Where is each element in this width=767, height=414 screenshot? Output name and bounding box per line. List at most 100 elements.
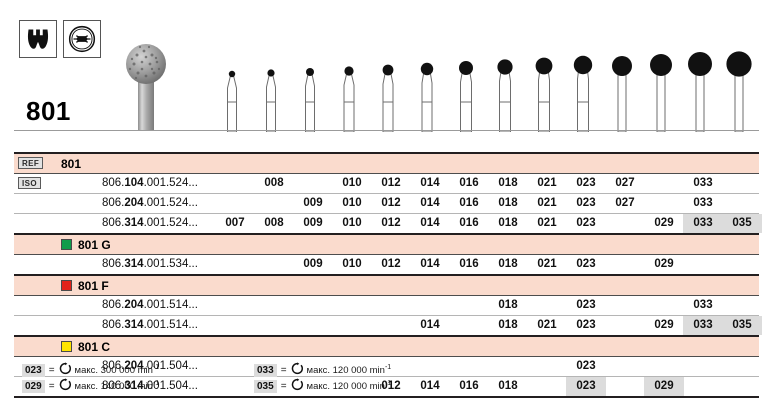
- size-cell-023[interactable]: 023: [576, 299, 596, 311]
- size-cell-012[interactable]: 012: [381, 258, 401, 270]
- size-cell-023[interactable]: 023: [576, 360, 596, 372]
- size-cell-023[interactable]: 023: [576, 319, 596, 331]
- cell-highlight-023: [566, 377, 606, 396]
- rpm-icon: [59, 378, 72, 394]
- size-cell-009[interactable]: 009: [303, 217, 323, 229]
- size-cell-018[interactable]: 018: [498, 319, 518, 331]
- table-top-rule: [14, 152, 759, 154]
- row-underline: [14, 233, 759, 235]
- size-cell-021[interactable]: 021: [537, 258, 557, 270]
- table-row[interactable]: 806.204.001.514... 018 023 033: [14, 296, 759, 315]
- iso-tag: ISO: [18, 177, 41, 189]
- row-underline: [14, 335, 759, 337]
- size-cell-008[interactable]: 008: [264, 177, 284, 189]
- group-801-f-swatch: [61, 280, 72, 291]
- size-cell-035[interactable]: 035: [732, 217, 752, 229]
- size-cell-021[interactable]: 021: [537, 197, 557, 209]
- size-cell-014[interactable]: 014: [420, 197, 440, 209]
- size-cell-033[interactable]: 033: [693, 217, 713, 229]
- legend-speed-023: макс. 300 000 min-1: [74, 363, 160, 377]
- size-cell-018[interactable]: 018: [498, 380, 518, 392]
- size-cell-014[interactable]: 014: [420, 217, 440, 229]
- size-cell-016[interactable]: 016: [459, 197, 479, 209]
- size-cell-014[interactable]: 014: [420, 380, 440, 392]
- size-cell-033[interactable]: 033: [693, 197, 713, 209]
- size-cell-018[interactable]: 018: [498, 258, 518, 270]
- size-cell-014[interactable]: 014: [420, 177, 440, 189]
- legend-equals: =: [280, 380, 287, 392]
- size-cell-023[interactable]: 023: [576, 258, 596, 270]
- legend-item-029: 029 = макс. 140 000 min-1: [22, 378, 159, 394]
- size-cell-021[interactable]: 021: [537, 217, 557, 229]
- group-801-label: 801: [61, 157, 82, 171]
- size-cell-023[interactable]: 023: [576, 217, 596, 229]
- legend-equals: =: [48, 364, 55, 376]
- size-cell-033[interactable]: 033: [693, 177, 713, 189]
- rpm-icon: [59, 362, 72, 378]
- table-row[interactable]: 806.204.001.524... 009 010 012 014 016 018 021 0…: [14, 194, 759, 213]
- size-cell-023[interactable]: 023: [576, 380, 596, 392]
- size-cell-010[interactable]: 010: [342, 177, 362, 189]
- product-variant-table: REF 801 ISO 806.104.001.524... 008 010 012 014 0…: [14, 152, 762, 398]
- table-row[interactable]: 806.204.001.504... 023: [14, 357, 759, 376]
- table-row[interactable]: 806.314.001.524... 007 008 009 010 012 014 016 0…: [14, 214, 762, 233]
- size-cell-016[interactable]: 016: [459, 258, 479, 270]
- size-cell-014[interactable]: 014: [420, 319, 440, 331]
- size-cell-029[interactable]: 029: [654, 380, 674, 392]
- size-cell-018[interactable]: 018: [498, 177, 518, 189]
- size-cell-023[interactable]: 023: [576, 177, 596, 189]
- size-cell-012[interactable]: 012: [381, 177, 401, 189]
- legend-speed-029: макс. 140 000 min-1: [74, 379, 160, 393]
- size-cell-012[interactable]: 012: [381, 197, 401, 209]
- iso-code: 806.104.001.524...: [102, 177, 198, 189]
- iso-code: 806.314.001.534...: [102, 258, 198, 270]
- row-underline: [14, 315, 759, 316]
- table-row[interactable]: 806.314.001.514... 014 018 021 023 029 033 035: [14, 316, 762, 335]
- size-cell-018[interactable]: 018: [498, 217, 518, 229]
- size-cell-016[interactable]: 016: [459, 380, 479, 392]
- size-cell-027[interactable]: 027: [615, 197, 635, 209]
- size-cell-012[interactable]: 012: [381, 217, 401, 229]
- group-801-g-header: 801 G: [14, 235, 759, 254]
- size-cell-021[interactable]: 021: [537, 319, 557, 331]
- table-row[interactable]: ISO 806.104.001.524... 008 010 012 014 016 018 0…: [14, 174, 759, 193]
- size-cell-033[interactable]: 033: [693, 299, 713, 311]
- tooth-occlusal-icon: [63, 20, 101, 58]
- rpm-icon: [291, 378, 304, 394]
- hero-instrument-illustration: [112, 42, 182, 137]
- legend-code-029: 029: [22, 379, 45, 393]
- iso-code: 806.314.001.514...: [102, 319, 198, 331]
- size-cell-016[interactable]: 016: [459, 217, 479, 229]
- cell-highlight-033: [683, 316, 723, 335]
- size-cell-007[interactable]: 007: [225, 217, 245, 229]
- group-underline: [14, 295, 759, 296]
- size-cell-023[interactable]: 023: [576, 197, 596, 209]
- size-cell-029[interactable]: 029: [654, 217, 674, 229]
- size-series-illustrations: [0, 50, 767, 133]
- size-cell-009[interactable]: 009: [303, 258, 323, 270]
- iso-code: 806.204.001.524...: [102, 197, 198, 209]
- size-cell-021[interactable]: 021: [537, 177, 557, 189]
- size-cell-016[interactable]: 016: [459, 177, 479, 189]
- group-underline: [14, 173, 759, 174]
- size-cell-010[interactable]: 010: [342, 197, 362, 209]
- size-cell-009[interactable]: 009: [303, 197, 323, 209]
- size-cell-010[interactable]: 010: [342, 258, 362, 270]
- size-cell-029[interactable]: 029: [654, 319, 674, 331]
- size-cell-029[interactable]: 029: [654, 258, 674, 270]
- table-row[interactable]: 806.314.001.504... 012 014 016 018 023 029: [14, 377, 759, 396]
- size-cell-027[interactable]: 027: [615, 177, 635, 189]
- iso-code: 806.204.001.514...: [102, 299, 198, 311]
- size-cell-010[interactable]: 010: [342, 217, 362, 229]
- size-cell-033[interactable]: 033: [693, 319, 713, 331]
- size-cell-008[interactable]: 008: [264, 217, 284, 229]
- table-row[interactable]: 806.314.001.534... 009 010 012 014 016 018 021 0…: [14, 255, 759, 274]
- tooth-cross-section-icon: [19, 20, 57, 58]
- size-cell-035[interactable]: 035: [732, 319, 752, 331]
- legend-code-023: 023: [22, 363, 45, 377]
- group-801-f-header: 801 F: [14, 276, 759, 295]
- size-cell-012[interactable]: 012: [381, 380, 401, 392]
- size-cell-014[interactable]: 014: [420, 258, 440, 270]
- size-cell-018[interactable]: 018: [498, 197, 518, 209]
- size-cell-018[interactable]: 018: [498, 299, 518, 311]
